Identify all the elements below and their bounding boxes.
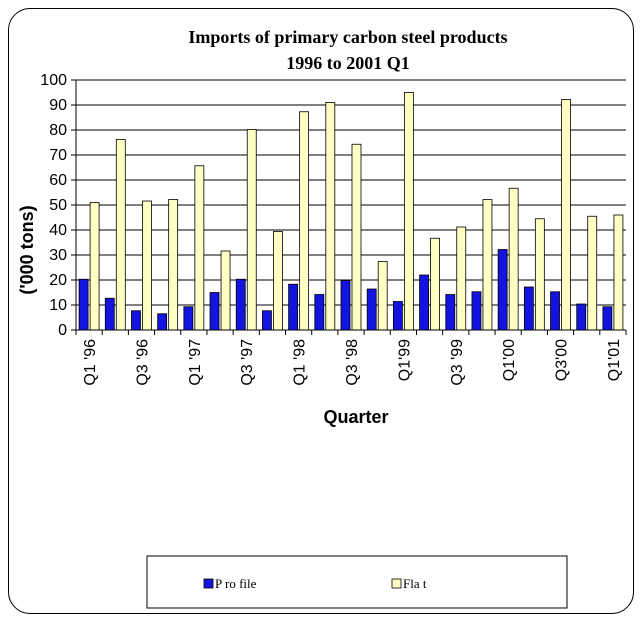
- y-tick-label: 50: [49, 197, 67, 214]
- bar-profile: [209, 292, 220, 331]
- bar-flat: [430, 237, 440, 331]
- x-tick-label: Q3'00: [554, 339, 571, 381]
- bar-profile: [497, 249, 508, 331]
- bar-profile: [235, 278, 246, 331]
- x-tick-label: Q1 '97: [187, 339, 204, 386]
- bar-flat: [587, 215, 598, 331]
- bar-profile: [157, 313, 168, 331]
- bar-flat: [325, 102, 336, 331]
- x-tick-label: Q3 '96: [134, 339, 151, 386]
- y-tick-label: 100: [40, 72, 67, 89]
- bar-profile: [366, 288, 377, 331]
- bar-flat: [142, 200, 152, 331]
- legend-label-flat: Fla t: [403, 576, 427, 591]
- y-axis-ticks: 0 10 20 30 40 50 60 70 80 90 100: [40, 72, 76, 339]
- bar-profile: [419, 274, 429, 331]
- y-axis-title: ('000 tons): [17, 205, 37, 294]
- bar-flat: [299, 111, 310, 331]
- bar-flat: [456, 226, 467, 331]
- legend-swatch-flat: [391, 578, 402, 589]
- x-axis-ticks: Q1 '96 Q3 '96 Q1 '97 Q3 '97 Q1 '98 Q3 '98 Q1'9…: [75, 330, 627, 386]
- x-tick-label: Q1'99: [396, 339, 413, 381]
- bar-profile: [523, 286, 534, 331]
- legend-box: [146, 555, 568, 609]
- axes: [75, 80, 626, 331]
- bar-profile: [392, 301, 403, 331]
- y-tick-label: 90: [49, 97, 67, 114]
- bar-profile: [78, 278, 89, 331]
- y-tick-label: 10: [49, 297, 67, 314]
- x-axis-title: Quarter: [323, 407, 388, 427]
- bar-profile: [104, 297, 115, 331]
- bar-profile: [262, 310, 272, 331]
- bar-flat: [246, 129, 257, 331]
- y-tick-label: 60: [49, 172, 67, 189]
- legend: P ro file Fla t: [146, 555, 568, 609]
- x-tick-label: Q1 '96: [82, 339, 99, 386]
- gridlines: [76, 79, 626, 306]
- bar-profile: [183, 306, 194, 331]
- legend-label-profile: P ro file: [215, 576, 257, 591]
- bar-flat: [220, 250, 231, 331]
- x-tick-label: Q3 '97: [239, 339, 256, 386]
- chart-title: Imports of primary carbon steel products: [188, 27, 507, 47]
- y-tick-label: 80: [49, 122, 67, 139]
- x-tick-label: Q1'01: [606, 339, 623, 381]
- bar-flat: [508, 187, 519, 331]
- bar-flat: [115, 139, 126, 331]
- bar-profile: [576, 303, 587, 331]
- bar-flat: [482, 199, 493, 331]
- bar-profile: [471, 291, 482, 331]
- y-tick-label: 0: [58, 322, 67, 339]
- bar-profile: [131, 310, 141, 331]
- bar-flat: [534, 218, 545, 331]
- bar-profile: [288, 283, 299, 331]
- bar-profile: [602, 306, 613, 331]
- x-tick-label: Q3 '98: [344, 339, 361, 386]
- bar-flat: [89, 202, 100, 331]
- bar-profile: [340, 280, 351, 331]
- chart-subtitle: 1996 to 2001 Q1: [286, 53, 410, 73]
- bar-profile: [550, 291, 560, 331]
- x-tick-label: Q3 '99: [449, 339, 466, 386]
- bar-flat: [168, 199, 179, 331]
- bar-profile: [445, 294, 456, 331]
- bar-profile: [314, 294, 325, 331]
- y-tick-label: 40: [49, 222, 67, 239]
- x-tick-label: Q1'00: [501, 339, 518, 381]
- bars: [78, 92, 624, 331]
- bar-flat: [561, 99, 571, 331]
- y-tick-label: 30: [49, 247, 67, 264]
- y-tick-label: 20: [49, 272, 67, 289]
- bar-flat: [377, 261, 388, 331]
- bar-flat: [273, 231, 283, 331]
- bar-flat: [351, 143, 362, 331]
- bar-flat: [194, 165, 205, 331]
- bar-flat: [613, 214, 624, 331]
- legend-swatch-profile: [203, 578, 214, 589]
- y-tick-label: 70: [49, 147, 67, 164]
- bar-flat: [403, 92, 414, 331]
- x-tick-label: Q1 '98: [292, 339, 309, 386]
